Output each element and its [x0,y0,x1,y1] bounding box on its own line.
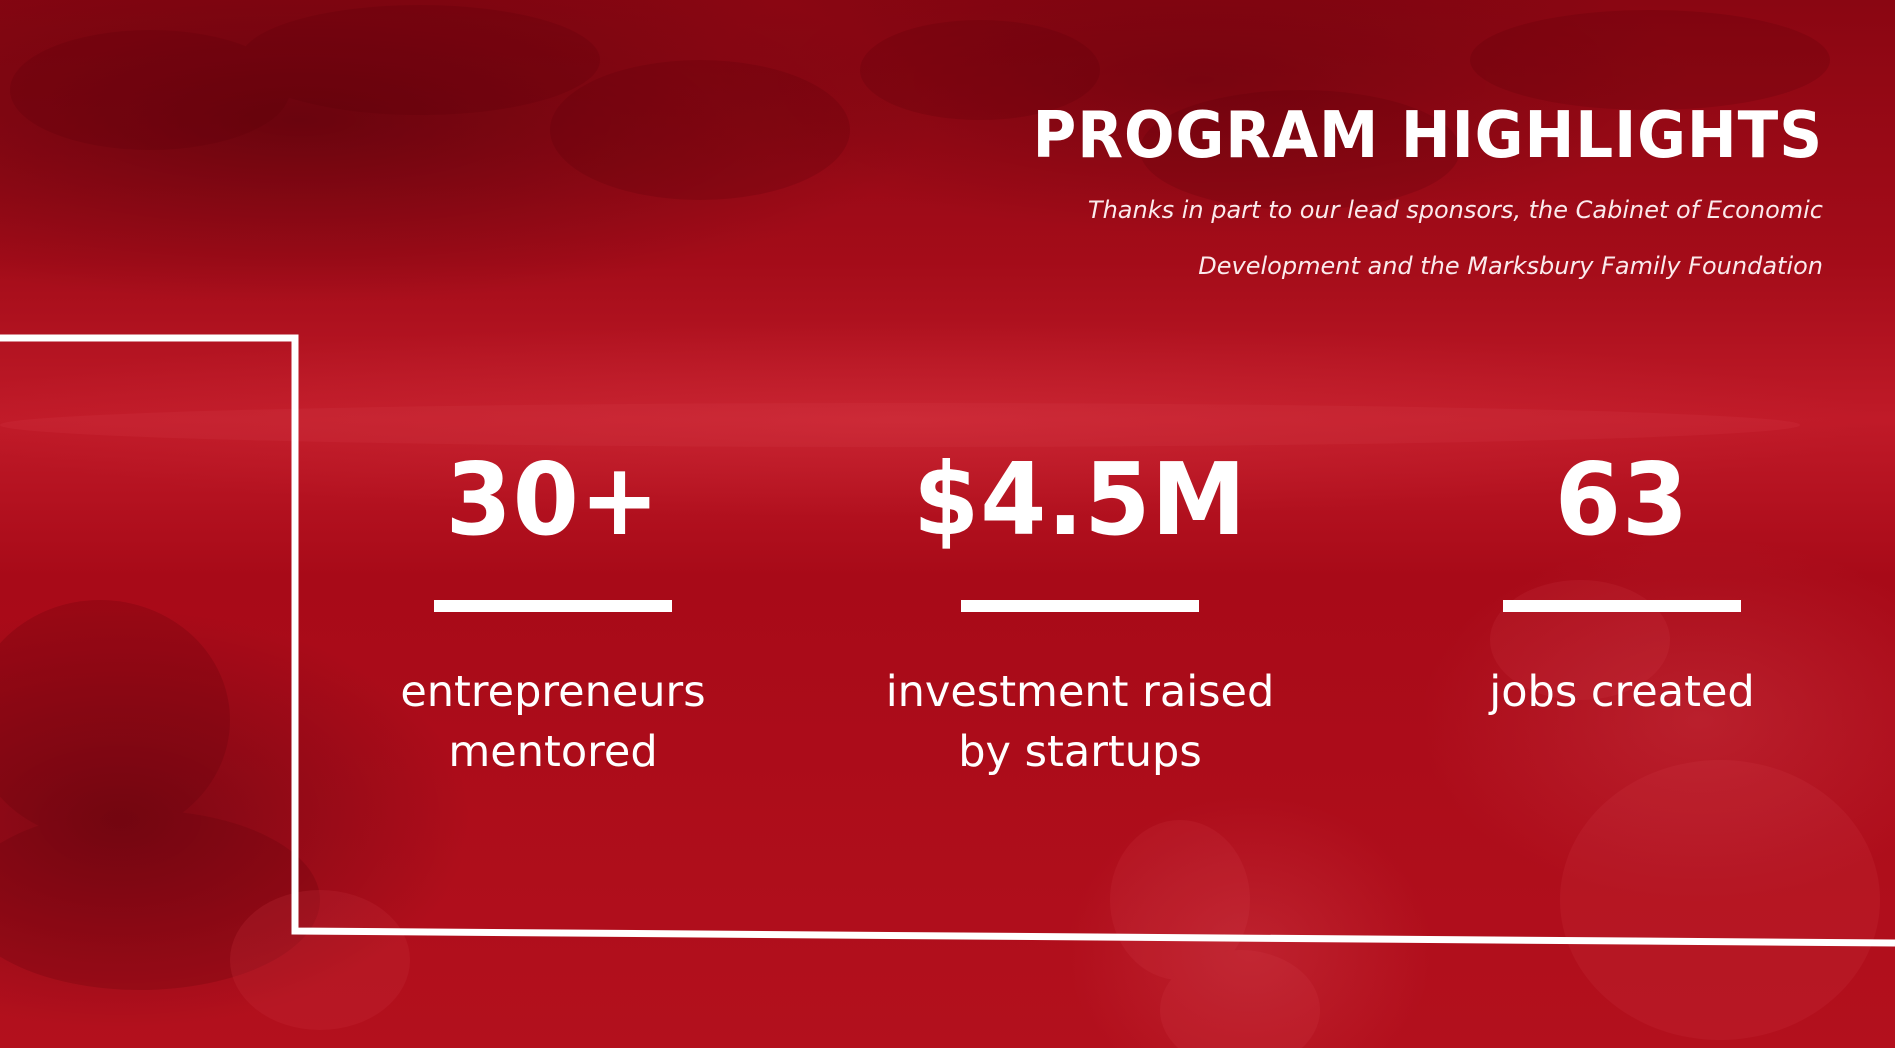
subtitle-line: Thanks in part to our lead sponsors, the… [1087,195,1823,224]
stat-divider [961,600,1199,612]
stat-value: 30+ [445,441,661,558]
stat-jobs: 63 jobs created [1392,440,1852,722]
stat-label: jobs created [1489,667,1755,717]
stat-investment: $4.5M investment raised by startups [850,440,1310,782]
page-title: PROGRAM HIGHLIGHTS [1032,99,1823,173]
stats-row: 30+ entrepreneurs mentored $4.5M investm… [0,440,1895,820]
stat-value: 63 [1554,441,1690,558]
page-subtitle: Thanks in part to our lead sponsors, the… [923,182,1823,294]
stat-divider [1503,600,1741,612]
stat-divider [434,600,672,612]
stat-entrepreneurs: 30+ entrepreneurs mentored [323,440,783,782]
stat-label: investment raised by startups [885,667,1275,777]
header: PROGRAM HIGHLIGHTS Thanks in part to our… [923,99,1823,294]
stat-label: entrepreneurs mentored [400,667,706,777]
subtitle-line: Development and the Marksbury Family Fou… [1198,251,1823,280]
stat-value: $4.5M [913,441,1247,558]
